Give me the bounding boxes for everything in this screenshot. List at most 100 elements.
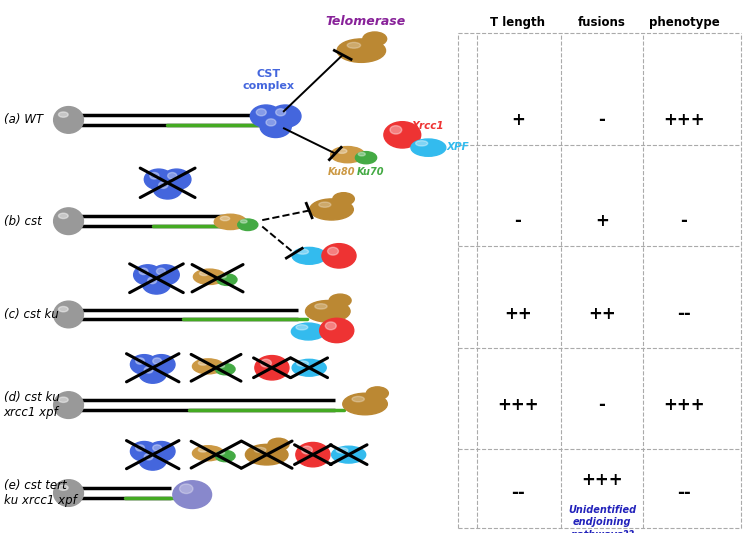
Circle shape (250, 105, 282, 127)
Ellipse shape (332, 446, 366, 463)
Ellipse shape (198, 361, 208, 365)
Ellipse shape (54, 208, 83, 235)
Circle shape (180, 484, 193, 494)
Ellipse shape (352, 397, 364, 402)
Circle shape (130, 354, 158, 374)
Circle shape (145, 169, 173, 190)
Ellipse shape (343, 393, 387, 415)
Text: -: - (598, 396, 606, 414)
Text: (e) cst tert: (e) cst tert (4, 479, 66, 492)
Ellipse shape (337, 149, 347, 154)
Circle shape (168, 173, 177, 179)
Ellipse shape (217, 274, 237, 286)
Circle shape (384, 122, 421, 148)
Ellipse shape (215, 450, 235, 462)
Ellipse shape (296, 325, 308, 330)
Circle shape (390, 126, 402, 134)
Text: -: - (680, 212, 688, 230)
Ellipse shape (355, 151, 377, 164)
Ellipse shape (192, 446, 224, 461)
Ellipse shape (416, 141, 428, 146)
Text: Unidentified
endjoining
pathways??: Unidentified endjoining pathways?? (568, 505, 636, 533)
Ellipse shape (58, 306, 68, 312)
Circle shape (156, 268, 165, 274)
Text: +++: +++ (663, 111, 705, 129)
Ellipse shape (245, 445, 288, 465)
Circle shape (153, 358, 162, 364)
Circle shape (302, 446, 312, 454)
Ellipse shape (347, 43, 361, 48)
Circle shape (136, 445, 145, 451)
Circle shape (151, 265, 180, 285)
Circle shape (148, 441, 175, 461)
Text: ++: ++ (504, 305, 532, 324)
Ellipse shape (254, 447, 266, 453)
Circle shape (142, 274, 171, 294)
Text: XPF: XPF (447, 142, 470, 151)
Circle shape (145, 454, 153, 460)
Circle shape (261, 359, 271, 367)
Text: fusions: fusions (578, 16, 626, 29)
Ellipse shape (58, 213, 68, 219)
Text: (d) cst ku: (d) cst ku (4, 391, 60, 404)
Ellipse shape (54, 301, 83, 328)
Ellipse shape (194, 269, 226, 285)
Ellipse shape (336, 448, 348, 453)
Ellipse shape (337, 39, 386, 62)
Circle shape (162, 169, 191, 190)
Ellipse shape (220, 274, 226, 278)
Circle shape (276, 109, 285, 116)
Circle shape (150, 173, 159, 179)
Ellipse shape (58, 397, 68, 402)
Text: -: - (514, 212, 522, 230)
Ellipse shape (58, 112, 68, 117)
Text: Ku80: Ku80 (328, 167, 355, 177)
Text: (a) WT: (a) WT (4, 114, 42, 126)
Ellipse shape (297, 361, 308, 366)
Ellipse shape (54, 392, 83, 418)
Ellipse shape (54, 107, 83, 133)
Ellipse shape (367, 387, 388, 400)
Ellipse shape (58, 485, 68, 490)
Circle shape (260, 115, 291, 138)
Text: (c) cst ku: (c) cst ku (4, 308, 58, 321)
Ellipse shape (319, 202, 331, 207)
Circle shape (320, 318, 354, 343)
Ellipse shape (292, 247, 326, 264)
Ellipse shape (241, 220, 247, 223)
Ellipse shape (218, 364, 224, 368)
Ellipse shape (215, 364, 235, 375)
Ellipse shape (331, 147, 364, 163)
Ellipse shape (411, 139, 446, 156)
Ellipse shape (215, 214, 247, 230)
Text: T length: T length (490, 16, 545, 29)
Circle shape (136, 358, 145, 364)
Text: +: + (511, 111, 524, 129)
Ellipse shape (291, 323, 326, 340)
Ellipse shape (329, 294, 351, 307)
Ellipse shape (218, 451, 224, 455)
Circle shape (255, 356, 289, 380)
Ellipse shape (198, 448, 208, 452)
Ellipse shape (363, 32, 387, 46)
Text: phenotype: phenotype (649, 16, 719, 29)
Ellipse shape (292, 359, 326, 376)
Text: +++: +++ (581, 471, 623, 489)
Text: CST
complex: CST complex (242, 69, 294, 91)
Circle shape (139, 364, 166, 383)
Circle shape (130, 441, 158, 461)
Circle shape (173, 481, 212, 508)
Circle shape (296, 442, 330, 467)
Text: Xrcc1: Xrcc1 (411, 122, 444, 131)
Ellipse shape (200, 271, 209, 276)
Ellipse shape (358, 152, 365, 156)
Text: (b) cst: (b) cst (4, 215, 42, 228)
Ellipse shape (315, 304, 327, 309)
Text: --: -- (677, 305, 691, 324)
Text: +++: +++ (663, 396, 705, 414)
Ellipse shape (297, 249, 308, 254)
Circle shape (153, 179, 182, 199)
Circle shape (270, 105, 301, 127)
Ellipse shape (54, 480, 83, 506)
Text: ku xrcc1 xpf: ku xrcc1 xpf (4, 494, 77, 507)
